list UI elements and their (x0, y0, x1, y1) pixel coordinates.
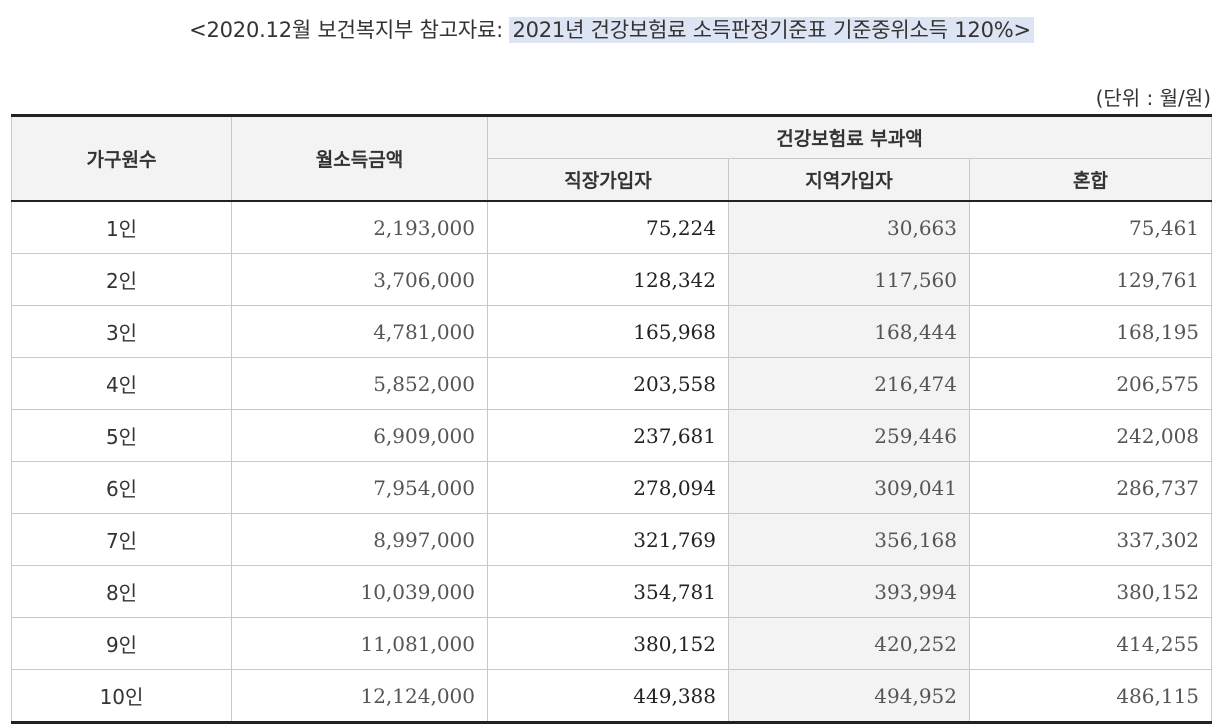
table-row: 2인 3,706,000 128,342 117,560 129,761 (11, 253, 1213, 306)
cell-regional: 168,444 (728, 305, 970, 358)
cell-household: 1인 (11, 200, 232, 254)
cell-mixed: 242,008 (968, 409, 1213, 462)
cell-household: 6인 (11, 461, 232, 514)
table-header: 가구원수 월소득금액 건강보험료 부과액 직장가입자 지역가입자 혼합 (11, 115, 1213, 202)
header-premium-group: 건강보험료 부과액 (486, 115, 1213, 159)
cell-income: 3,706,000 (231, 253, 488, 306)
cell-regional: 259,446 (728, 409, 970, 462)
table-body: 1인 2,193,000 75,224 30,663 75,461 2인 3,706,000… (11, 200, 1213, 724)
title-highlight: 2021년 건강보험료 소득판정기준표 기준중위소득 120%> (509, 17, 1034, 43)
cell-employee: 165,968 (487, 305, 729, 358)
cell-regional: 494,952 (728, 669, 970, 724)
title-prefix: <2020.12월 보건복지부 참고자료: (189, 18, 510, 42)
cell-mixed: 486,115 (968, 669, 1213, 724)
premium-table: 가구원수 월소득금액 건강보험료 부과액 직장가입자 지역가입자 혼합 1인 2,… (11, 114, 1213, 724)
cell-employee: 449,388 (487, 669, 729, 724)
cell-employee: 237,681 (487, 409, 729, 462)
cell-employee: 278,094 (487, 461, 729, 514)
cell-regional: 393,994 (728, 565, 970, 618)
cell-mixed: 414,255 (968, 617, 1213, 670)
cell-income: 5,852,000 (231, 357, 488, 410)
table-row: 3인 4,781,000 165,968 168,444 168,195 (11, 305, 1213, 358)
cell-income: 2,193,000 (231, 200, 488, 254)
cell-household: 8인 (11, 565, 232, 618)
cell-regional: 309,041 (728, 461, 970, 514)
page-title: <2020.12월 보건복지부 참고자료: 2021년 건강보험료 소득판정기준… (0, 14, 1223, 44)
cell-mixed: 168,195 (968, 305, 1213, 358)
cell-household: 2인 (11, 253, 232, 306)
header-mixed: 혼합 (968, 158, 1213, 202)
table-row: 5인 6,909,000 237,681 259,446 242,008 (11, 409, 1213, 462)
cell-employee: 128,342 (487, 253, 729, 306)
table-row: 10인 12,124,000 449,388 494,952 486,115 (11, 669, 1213, 724)
cell-household: 4인 (11, 357, 232, 410)
cell-regional: 30,663 (728, 200, 970, 254)
cell-household: 7인 (11, 513, 232, 566)
cell-income: 8,997,000 (231, 513, 488, 566)
cell-regional: 420,252 (728, 617, 970, 670)
cell-regional: 117,560 (728, 253, 970, 306)
cell-regional: 216,474 (728, 357, 970, 410)
cell-income: 7,954,000 (231, 461, 488, 514)
header-regional: 지역가입자 (728, 158, 970, 202)
cell-income: 11,081,000 (231, 617, 488, 670)
table-row: 4인 5,852,000 203,558 216,474 206,575 (11, 357, 1213, 410)
cell-employee: 380,152 (487, 617, 729, 670)
cell-employee: 203,558 (487, 357, 729, 410)
cell-employee: 354,781 (487, 565, 729, 618)
table-row: 9인 11,081,000 380,152 420,252 414,255 (11, 617, 1213, 670)
cell-household: 10인 (11, 669, 232, 724)
table-row: 8인 10,039,000 354,781 393,994 380,152 (11, 565, 1213, 618)
cell-regional: 356,168 (728, 513, 970, 566)
cell-income: 4,781,000 (231, 305, 488, 358)
cell-mixed: 129,761 (968, 253, 1213, 306)
header-income: 월소득금액 (231, 115, 488, 202)
cell-income: 10,039,000 (231, 565, 488, 618)
cell-household: 5인 (11, 409, 232, 462)
table-row: 6인 7,954,000 278,094 309,041 286,737 (11, 461, 1213, 514)
cell-mixed: 206,575 (968, 357, 1213, 410)
cell-mixed: 380,152 (968, 565, 1213, 618)
table-row: 1인 2,193,000 75,224 30,663 75,461 (11, 200, 1213, 254)
unit-label: (단위 : 월/원) (1095, 86, 1211, 110)
cell-household: 9인 (11, 617, 232, 670)
cell-employee: 75,224 (487, 200, 729, 254)
header-household: 가구원수 (11, 115, 232, 202)
cell-income: 12,124,000 (231, 669, 488, 724)
table-row: 7인 8,997,000 321,769 356,168 337,302 (11, 513, 1213, 566)
cell-income: 6,909,000 (231, 409, 488, 462)
cell-household: 3인 (11, 305, 232, 358)
cell-employee: 321,769 (487, 513, 729, 566)
cell-mixed: 75,461 (968, 200, 1213, 254)
header-employee: 직장가입자 (487, 158, 729, 202)
cell-mixed: 286,737 (968, 461, 1213, 514)
cell-mixed: 337,302 (968, 513, 1213, 566)
